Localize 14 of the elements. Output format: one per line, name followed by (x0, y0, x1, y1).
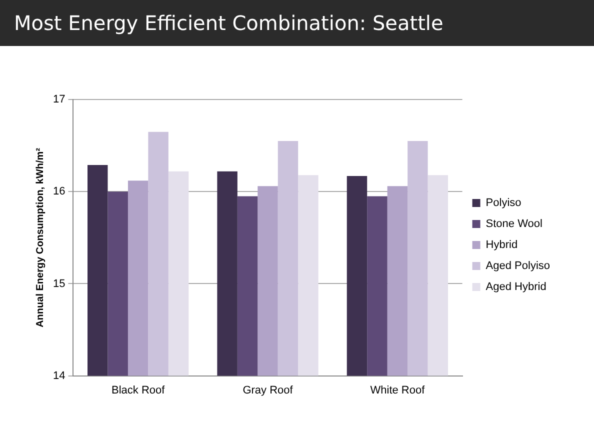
x-tick-label: Black Roof (111, 384, 166, 396)
legend-label: Polyiso (486, 197, 522, 210)
y-tick-label: 14 (52, 370, 66, 382)
y-tick-label: 16 (52, 186, 66, 198)
y-tick-label: 15 (52, 278, 66, 290)
x-tick-label: White Roof (370, 384, 426, 396)
chart-title: Most Energy Efficient Combination: Seattle (0, 0, 594, 46)
y-tick-label: 17 (52, 94, 66, 106)
y-axis-title: Annual Energy Consumption, kWh/m² (34, 147, 46, 328)
legend-label: Aged Polyiso (486, 260, 550, 272)
x-tick-label: Gray Roof (242, 384, 294, 396)
legend-label: Stone Wool (486, 218, 542, 230)
legend-label: Hybrid (486, 239, 518, 252)
legend-label: Aged Hybrid (486, 281, 546, 294)
